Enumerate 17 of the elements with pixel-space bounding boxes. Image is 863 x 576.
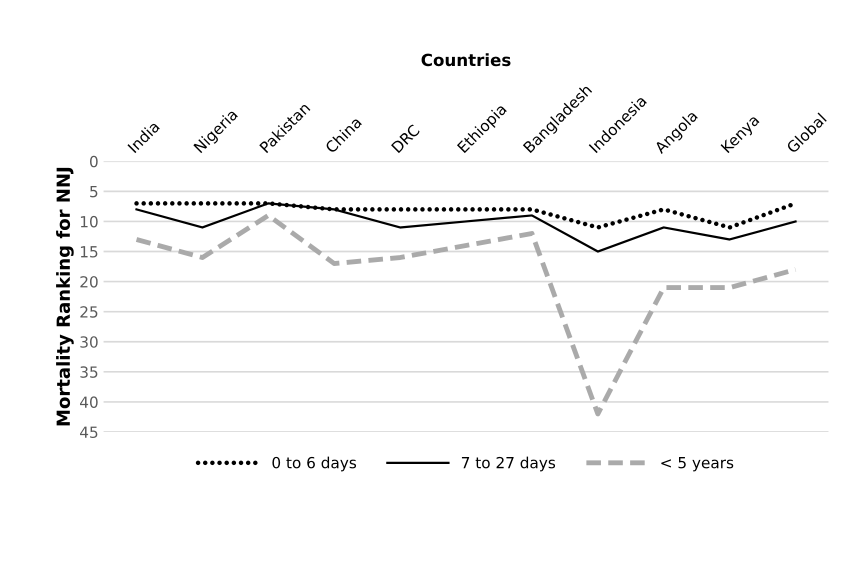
legend-label: < 5 years [661,457,734,472]
y-tick-label: 45 [80,426,98,438]
y-axis-title: Mortality Ranking for NNJ [56,168,74,426]
y-tick-label: 15 [80,246,98,258]
y-tick-label: 30 [80,336,98,348]
y-tick-label: 25 [80,306,98,318]
line-series [135,202,797,253]
y-tick-label: 20 [80,276,98,288]
legend-label: 0 to 6 days [272,456,356,472]
y-tick-label: 10 [80,216,98,228]
y-tick-label: 0 [90,156,98,168]
legend-label: 7 to 27 days [462,456,556,472]
line-series [134,212,798,416]
x-axis-title: Countries [422,53,510,66]
y-tick-label: 40 [80,396,98,408]
y-tick-label: 35 [80,366,98,378]
y-tick-label: 5 [90,186,98,198]
